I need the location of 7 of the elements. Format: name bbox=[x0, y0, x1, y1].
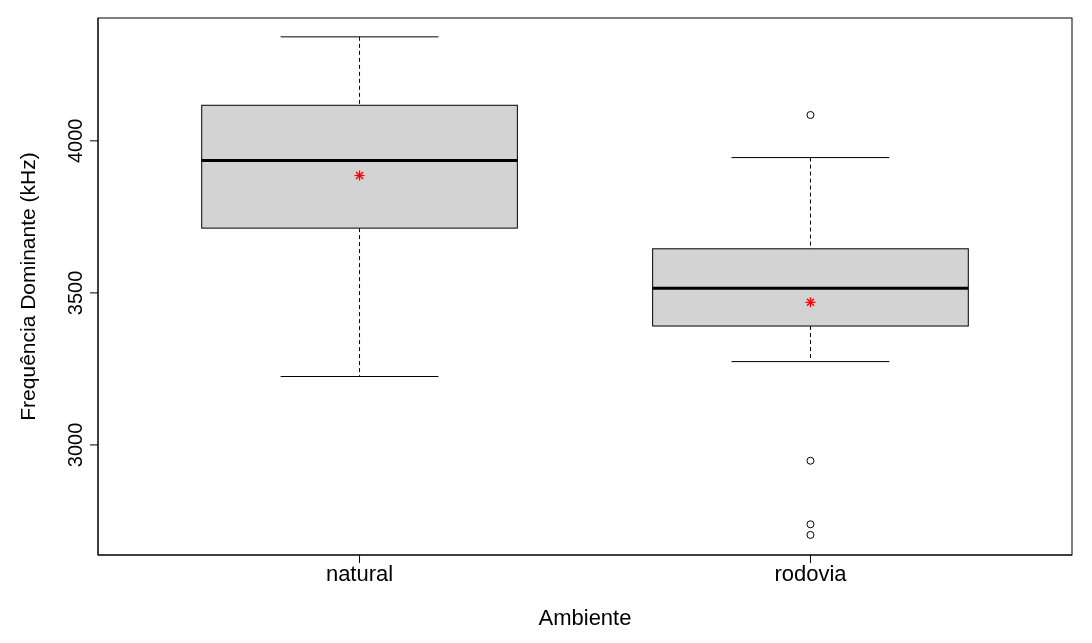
x-axis-title: Ambiente bbox=[538, 605, 632, 630]
x-tick-label: rodovia bbox=[774, 560, 848, 586]
y-axis-title: Frequência Dominante (kHz) bbox=[16, 152, 40, 421]
x-tick-label: natural bbox=[325, 560, 394, 586]
y-tick-label: 3000 bbox=[64, 422, 86, 468]
y-tick-label: 3500 bbox=[64, 270, 86, 316]
y-tick-label: 4000 bbox=[64, 118, 86, 164]
